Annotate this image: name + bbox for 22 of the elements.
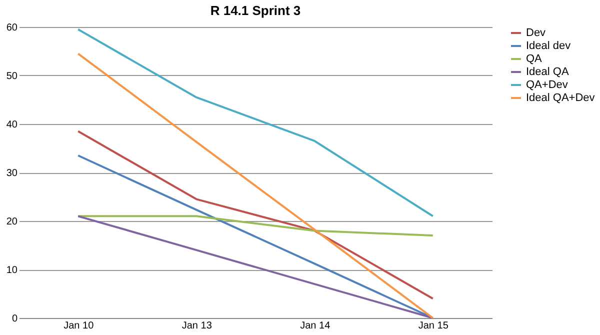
line-series: [77, 28, 434, 218]
line-series: [77, 130, 434, 300]
chart-title: R 14.1 Sprint 3: [210, 3, 301, 18]
y-tick-label: 30: [6, 168, 18, 179]
y-tick-label: 20: [6, 216, 18, 228]
y-tick-label: 50: [6, 71, 18, 82]
line-series: [77, 215, 434, 319]
legend-label: QA: [526, 53, 543, 65]
y-tick-label: 10: [6, 265, 18, 276]
x-tick-label: Jan 10: [64, 320, 94, 332]
x-tick-label: Jan 15: [418, 320, 449, 332]
legend-label: Ideal dev: [526, 40, 572, 52]
y-tick-label: 40: [6, 120, 18, 130]
legend-label: QA+Dev: [526, 79, 568, 91]
y-tick-label: 60: [6, 22, 18, 34]
y-tick-label: 0: [12, 314, 18, 324]
x-tick-label: Jan 13: [182, 320, 212, 332]
legend-label: Ideal QA+Dev: [526, 92, 596, 104]
legend-label: Dev: [526, 27, 546, 39]
line-series: [77, 52, 434, 319]
x-tick-label: Jan 14: [300, 320, 331, 332]
legend-label: Ideal QA: [526, 66, 570, 78]
